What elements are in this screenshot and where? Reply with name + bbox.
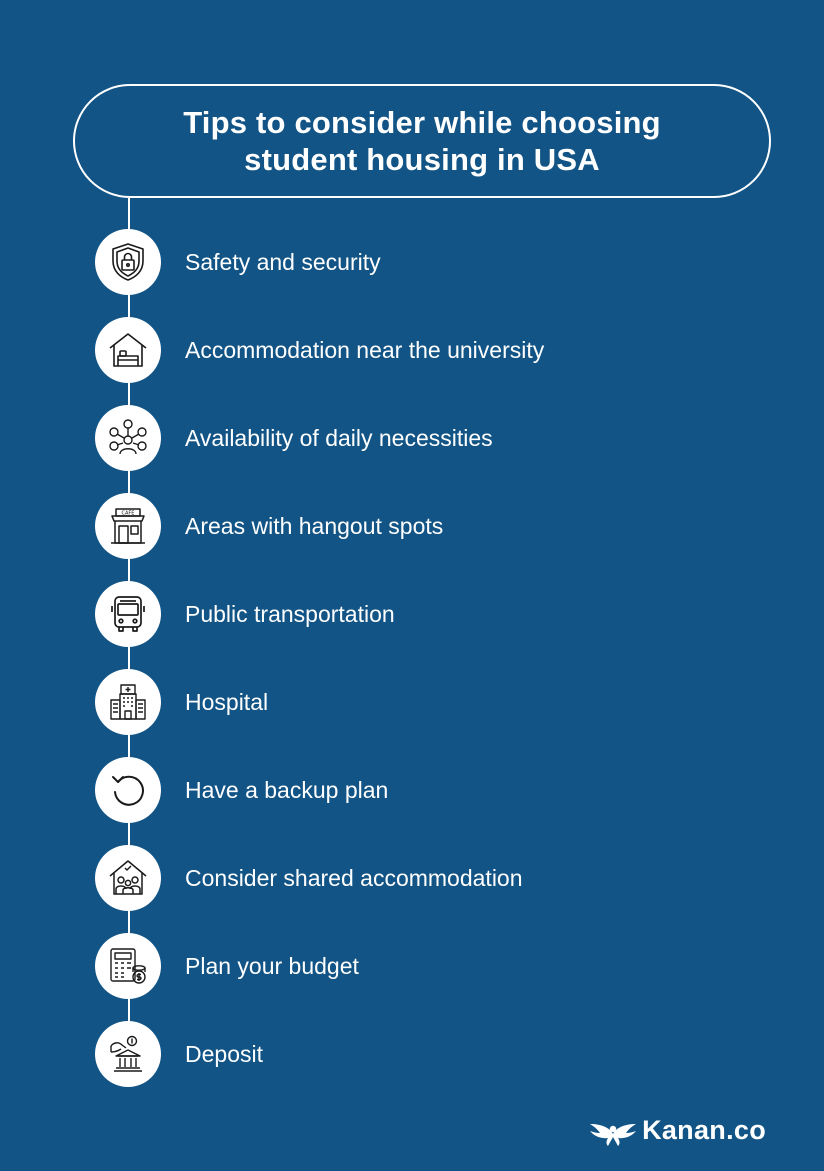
tip-item-hangout: CAFE Areas with hangout spots xyxy=(95,493,795,559)
tip-label: Availability of daily necessities xyxy=(185,425,493,451)
tip-label: Have a backup plan xyxy=(185,777,389,803)
tip-item-budget: Plan your budget xyxy=(95,933,795,999)
house-bed-icon xyxy=(95,317,161,383)
tip-label: Accommodation near the university xyxy=(185,337,545,363)
brand-name: Kanan.co xyxy=(642,1114,766,1145)
title-banner: Tips to consider while choosing student … xyxy=(73,84,771,198)
shared-house-icon xyxy=(95,845,161,911)
calculator-coins-icon xyxy=(95,933,161,999)
tip-item-necessities: Availability of daily necessities xyxy=(95,405,795,471)
tip-label: Safety and security xyxy=(185,249,381,275)
tip-label: Deposit xyxy=(185,1041,263,1067)
person-services-icon xyxy=(95,405,161,471)
title-line-1: Tips to consider while choosing xyxy=(183,105,661,140)
undo-icon xyxy=(95,757,161,823)
tip-label: Hospital xyxy=(185,689,269,715)
tip-item-deposit: Deposit xyxy=(95,1021,795,1087)
tip-item-accommodation: Accommodation near the university xyxy=(95,317,795,383)
cafe-icon: CAFE xyxy=(95,493,161,559)
cafe-sign-text: CAFE xyxy=(122,511,135,517)
tip-label: Consider shared accommodation xyxy=(185,865,523,891)
brand-logo: Kanan.co xyxy=(588,1112,766,1148)
tip-item-shared: Consider shared accommodation xyxy=(95,845,795,911)
shield-lock-icon xyxy=(95,229,161,295)
bank-deposit-icon xyxy=(95,1021,161,1087)
tip-item-backup: Have a backup plan xyxy=(95,757,795,823)
wings-logo-icon xyxy=(590,1124,637,1146)
title-line-2: student housing in USA xyxy=(244,142,600,177)
tip-label: Areas with hangout spots xyxy=(185,513,444,539)
tip-item-safety: Safety and security xyxy=(95,229,795,295)
tip-item-transport: Public transportation xyxy=(95,581,795,647)
tip-label: Public transportation xyxy=(185,601,395,627)
tip-item-hospital: Hospital xyxy=(95,669,795,735)
tip-label: Plan your budget xyxy=(185,953,359,979)
hospital-icon xyxy=(95,669,161,735)
bus-icon xyxy=(95,581,161,647)
